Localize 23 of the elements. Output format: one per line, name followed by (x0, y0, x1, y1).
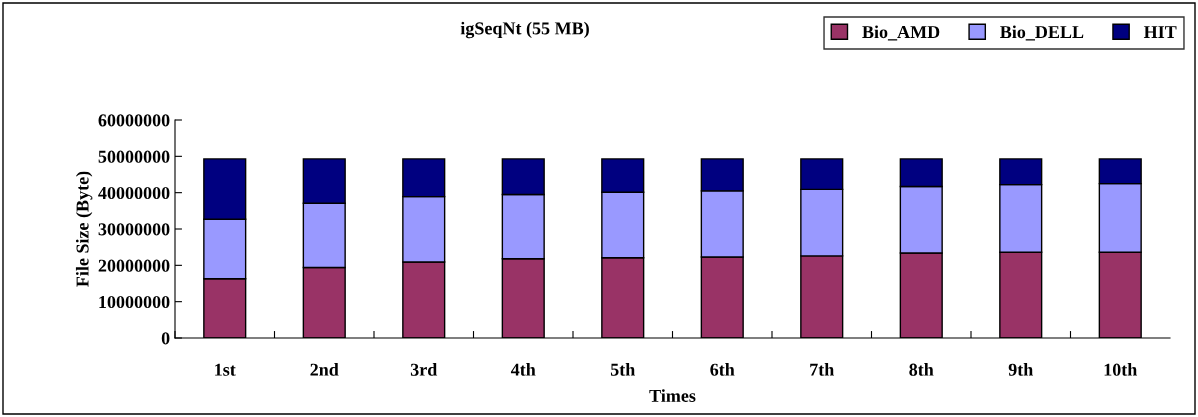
x-axis-title: Times (649, 389, 696, 402)
y-tick-label: 10000000 (99, 295, 170, 309)
x-tick-label: 7th (810, 363, 835, 376)
x-tick-label: 10th (1104, 363, 1138, 376)
chart-title: igSeqNt (55 MB) (460, 21, 589, 39)
x-tick-label: 5th (610, 363, 636, 376)
legend-label: HIT (1143, 26, 1177, 38)
x-tick-label: 4th (510, 363, 536, 376)
x-tick-label: 3rd (410, 363, 438, 376)
y-tick-label: 40000000 (98, 186, 170, 200)
x-tick-label: 8th (909, 363, 934, 376)
y-tick-label: 60000000 (98, 114, 170, 127)
x-tick-label: 9th (1008, 363, 1034, 376)
y-tick-label: 20000000 (98, 259, 170, 272)
y-tick-label: 0 (161, 332, 170, 345)
legend-label: Bio_AMD (862, 25, 940, 41)
x-tick-label: 2nd (310, 363, 339, 376)
y-axis-title: File Size (Byte) (75, 171, 93, 287)
legend-label: Bio_DELL (1000, 25, 1084, 41)
y-tick-label: 50000000 (98, 150, 170, 163)
x-tick-label: 6th (710, 363, 735, 376)
y-tick-label: 30000000 (98, 223, 170, 236)
x-tick-label: 1st (215, 363, 236, 376)
